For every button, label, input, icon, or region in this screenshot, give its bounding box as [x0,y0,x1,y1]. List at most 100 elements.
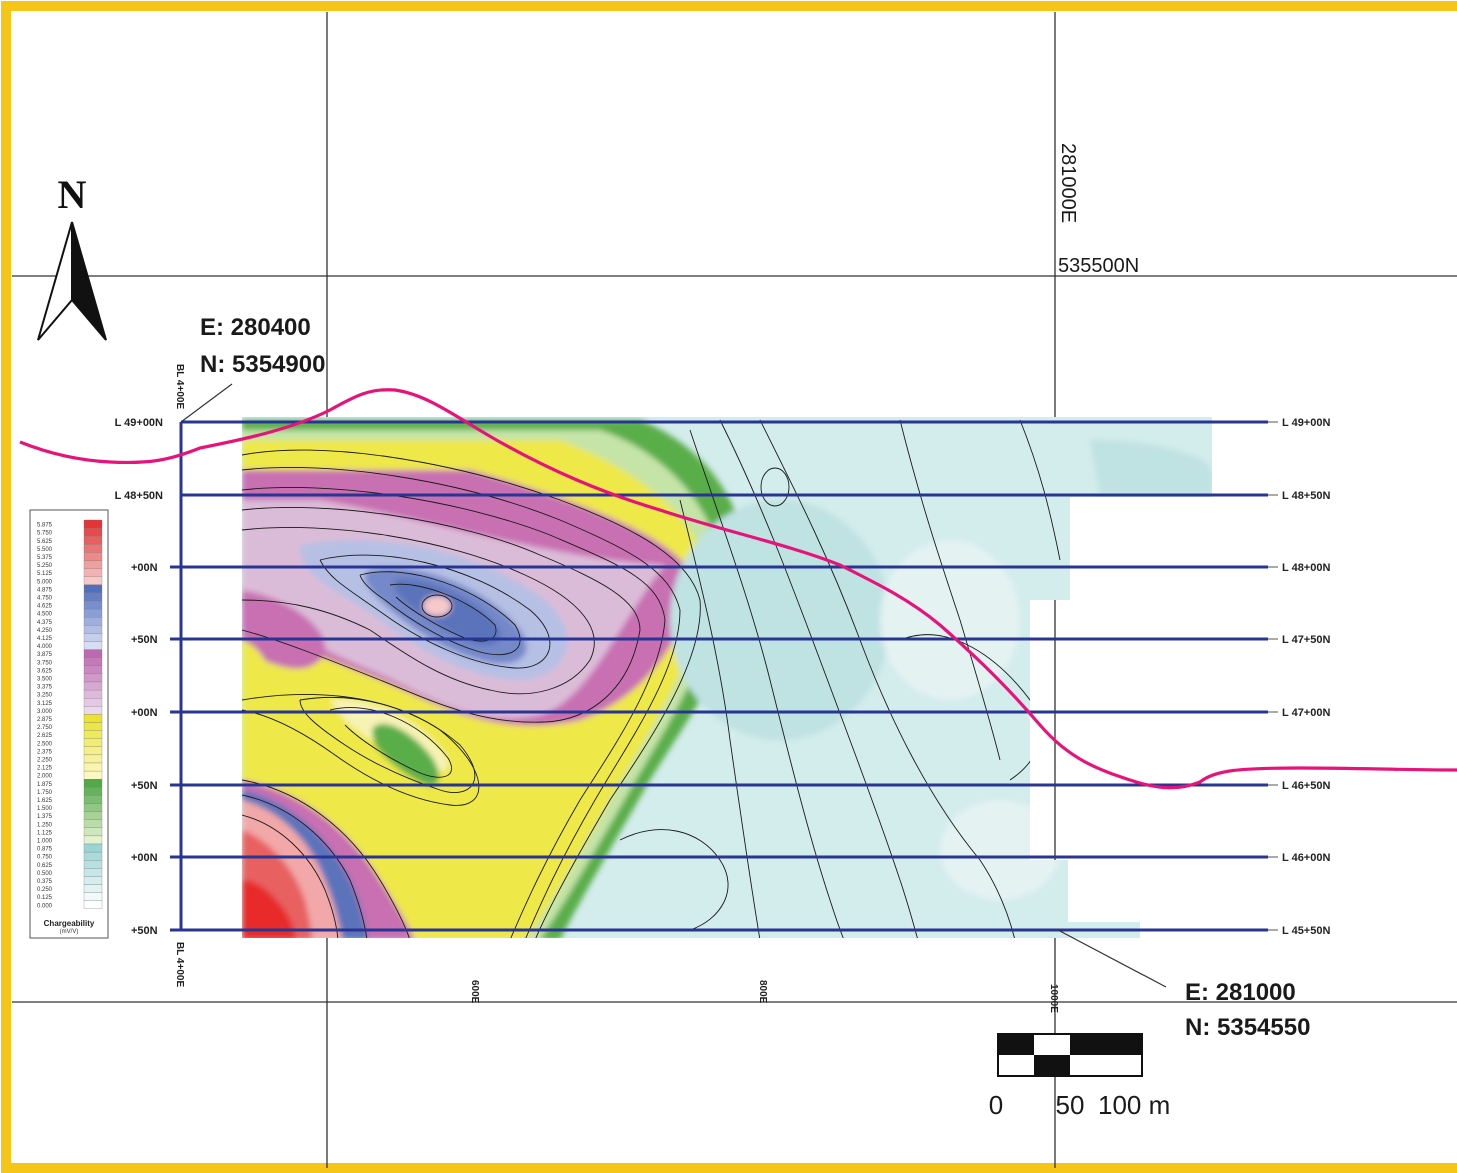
easting-tick-label: 600E [469,980,480,1004]
line-label-right: L 48+50N [1282,490,1330,502]
line-label-right: L 47+50N [1282,634,1330,646]
legend-value-label: 0.500 [37,871,53,877]
legend-value-label: 3.500 [37,677,53,683]
scale-label-100: 100 m [1098,1090,1170,1120]
line-label-left: +50N [131,780,158,792]
legend-value-label: 0.125 [37,895,53,901]
legend-swatch [83,827,103,837]
legend-swatch [83,698,103,707]
legend-swatch [83,625,103,634]
line-label-right: L 47+00N [1282,707,1330,719]
legend-swatch [83,746,103,756]
legend-swatch [83,608,103,618]
legend-value-label: 2.625 [37,733,53,739]
se-corner-leader [1057,929,1167,988]
legend-swatch [83,592,103,602]
nw-corner-easting: E: 280400 [200,314,311,341]
survey-line-ticks [1268,421,1278,931]
baseline-label-bottom: BL 4+00E [174,942,185,987]
legend-value-label: 5.375 [37,555,53,561]
legend-swatch [83,681,103,691]
legend-value-label: 0.875 [37,847,53,853]
northing-grid-label: 535500N [1058,255,1139,277]
legend-value-label: 5.000 [37,579,53,585]
easting-tick-label: 800E [757,980,768,1004]
legend-value-label: 5.500 [37,547,53,553]
legend-value-label: 3.750 [37,660,53,666]
legend-swatch [83,600,103,610]
legend-value-label: 3.125 [37,701,53,707]
chargeability-legend: 5.875 5.750 5.625 5.500 5.375 5.250 5.125 5.000… [29,509,109,939]
legend-swatch [83,665,103,675]
legend-swatch [83,843,103,853]
legend-value-label: 1.000 [37,839,53,845]
legend-value-label: 2.250 [37,758,53,764]
legend-swatch [83,714,103,723]
line-label-right: L 46+50N [1282,780,1330,792]
legend-value-label: 5.250 [37,563,53,569]
scale-label-50: 50 [1056,1090,1085,1120]
legend-value-label: 1.250 [37,822,53,828]
legend-value-label: 0.750 [37,855,53,861]
legend-value-label: 4.125 [37,636,53,642]
legend-swatch [83,641,103,650]
legend-value-label: 5.625 [37,539,53,545]
legend-swatch [83,762,103,772]
legend-swatch [83,851,103,861]
legend-value-label: 4.250 [37,628,53,634]
nw-corner-northing: N: 5354900 [200,351,325,378]
legend-swatch [83,560,103,569]
legend-swatch [83,536,103,545]
legend-swatch [83,649,103,658]
legend-swatch [83,633,103,642]
legend-swatch [83,819,103,828]
easting-grid-label: 281000E [1057,143,1079,223]
line-label-left: +00N [131,707,158,719]
line-label-right: L 48+00N [1282,562,1330,574]
legend-value-label: 1.500 [37,806,53,812]
legend-value-label: 3.375 [37,685,53,691]
north-arrow-label: N [58,172,87,217]
legend-swatch [83,738,103,747]
line-label-left: +00N [131,562,158,574]
scale-bar: 0 50 100 m [989,1033,1170,1120]
legend-swatch [83,689,103,699]
legend-value-label: 2.750 [37,725,53,731]
legend-swatch [83,568,103,577]
scale-label-0: 0 [989,1090,1003,1120]
legend-swatch [83,754,103,764]
legend-value-label: 4.875 [37,587,53,593]
legend-value-label: 0.375 [37,879,53,885]
legend-value-label: 3.875 [37,652,53,658]
legend-swatch [83,519,103,529]
legend-swatch [83,722,103,731]
property-boundary-line [19,388,1457,790]
legend-value-label: 2.875 [37,717,53,723]
legend-value-label: 1.750 [37,790,53,796]
line-label-right: L 49+00N [1282,417,1330,429]
line-label-left: L 49+00N [115,417,163,429]
legend-value-label: 1.875 [37,782,53,788]
legend-swatch [83,835,103,845]
legend-swatch [83,544,103,553]
legend-value-label: 3.250 [37,693,53,699]
legend-value-label: 0.250 [37,887,53,893]
legend-value-label: 4.375 [37,620,53,626]
legend-value-label: 5.875 [37,523,53,529]
legend-value-label: 3.000 [37,709,53,715]
legend-swatch [83,811,103,820]
legend-title: Chargeability [44,919,95,928]
legend-value-label: 4.000 [37,644,53,650]
legend-swatch [83,876,103,885]
legend-swatch [83,706,103,715]
legend-value-label: 4.750 [37,596,53,602]
nw-corner-leader [180,383,233,423]
line-label-right: L 45+50N [1282,925,1330,937]
legend-value-label: 2.000 [37,774,53,780]
legend-swatch [83,795,103,804]
legend-value-label: 5.125 [37,571,53,577]
survey-lines [170,420,1268,932]
legend-value-label: 0.625 [37,863,53,869]
legend-swatch [83,576,103,585]
